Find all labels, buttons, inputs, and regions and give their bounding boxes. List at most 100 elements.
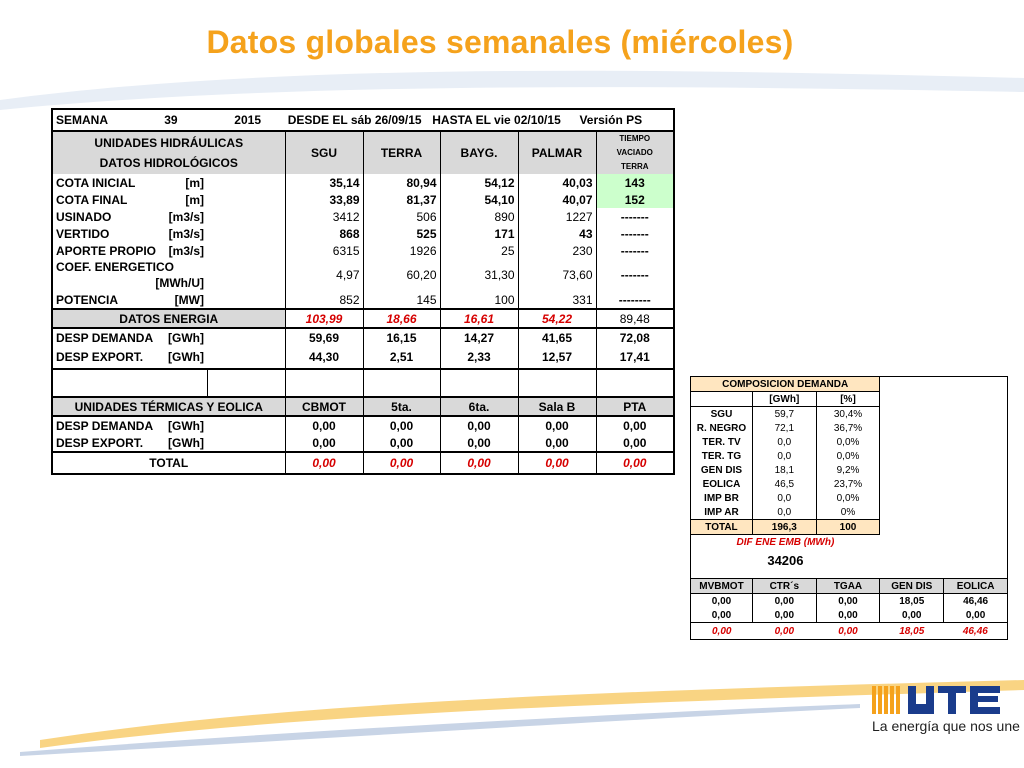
row-label: COTA INICIAL — [56, 175, 136, 190]
cell-value: 80,94 — [362, 174, 440, 191]
comp-gwh: 72,1 — [752, 421, 817, 435]
cell-value: 17,41 — [595, 346, 675, 369]
cell-value: 3412 — [284, 208, 363, 225]
comp-label: GEN DIS — [690, 463, 753, 477]
gwh-header: [GWh] — [751, 391, 817, 407]
cell-value: 60,20 — [362, 259, 440, 291]
cell-value: ------- — [595, 242, 675, 259]
total-value: 0,00 — [595, 452, 675, 474]
cell-value: 25 — [439, 242, 518, 259]
cell-value: ------- — [595, 208, 675, 225]
cell-value: 143 — [595, 174, 675, 191]
cell-value: 14,27 — [439, 328, 518, 346]
cell-value: 2,33 — [439, 346, 518, 369]
col-sgu: SGU — [284, 131, 363, 174]
col-pta: PTA — [595, 397, 675, 416]
total-value: 0,00 — [284, 452, 363, 474]
cell-value: 0,00 — [595, 434, 675, 452]
energy-value: 54,22 — [517, 309, 596, 328]
hydro-row: USINADO [m3/s] 3412 506 890 1227 ------- — [52, 208, 675, 225]
thermal-row: DESP EXPORT. [GWh] 0,00 0,00 0,00 0,00 0,00 — [52, 434, 675, 452]
row-unit: [m] — [185, 192, 204, 207]
cell-value: 0,00 — [439, 434, 518, 452]
cell-value: 0,00 — [815, 608, 880, 623]
col-bayg: BAYG. — [439, 131, 518, 174]
row-label: DESP EXPORT. — [56, 435, 144, 450]
cell-value: 54,12 — [439, 174, 518, 191]
bottom-total-value: 18,05 — [899, 625, 925, 637]
col-cbmot: CBMOT — [284, 397, 363, 416]
row-label: COTA FINAL — [56, 192, 128, 207]
energy-value: 103,99 — [284, 309, 363, 328]
cell-value: 331 — [517, 291, 596, 309]
cell-value: ------- — [595, 225, 675, 242]
cell-value: 0,00 — [711, 609, 732, 621]
cell-value: 0,00 — [879, 608, 944, 623]
cell-value: 35,14 — [284, 174, 363, 191]
col-tiempo-vaciado: TIEMPO VACIADO TERRA — [595, 131, 675, 174]
col-eolica: EOLICA — [943, 578, 1008, 594]
cell-value: 152 — [595, 191, 675, 208]
row-unit: [GWh] — [168, 435, 204, 450]
thermal-heading: UNIDADES TÉRMICAS Y EOLICA — [74, 399, 263, 414]
comp-row: EOLICA 46,5 23,7% — [690, 477, 1008, 491]
comp-gwh: 0,0 — [752, 435, 817, 449]
year: 2015 — [234, 113, 261, 127]
comp-gwh: 0,0 — [752, 491, 817, 505]
weekly-hydro-table: SEMANA 39 2015 DESDE EL sáb 26/09/15 HAS… — [51, 108, 676, 475]
comp-row: TER. TG 0,0 0,0% — [690, 449, 1008, 463]
energy-value: 16,61 — [439, 309, 518, 328]
row-label: DESP DEMANDA — [56, 418, 154, 433]
comp-pct: 0,0% — [816, 449, 881, 463]
bottom-total-row: 0,00 0,00 0,00 18,05 46,46 — [690, 622, 1008, 640]
spacer-row — [52, 369, 675, 397]
col-5ta: 5ta. — [362, 397, 440, 416]
col-palmar: PALMAR — [517, 131, 596, 174]
cell-value: 525 — [362, 225, 440, 242]
hydro-row: APORTE PROPIO [m3/s] 6315 1926 25 230 ------- — [52, 242, 675, 259]
comp-pct: 36,7% — [816, 421, 881, 435]
comp-label: TER. TG — [690, 449, 753, 463]
comp-pct: 0,0% — [816, 491, 881, 505]
energy-value: 18,66 — [362, 309, 440, 328]
row-label: VERTIDO — [56, 226, 110, 241]
total-label: TOTAL — [149, 456, 189, 470]
comp-pct: 0,0% — [816, 435, 881, 449]
col-mvbmot: MVBMOT — [699, 580, 744, 592]
page-title: Datos globales semanales (miércoles) — [206, 24, 794, 60]
comp-total-row: TOTAL 196,3 100 — [690, 519, 1008, 535]
ute-logo — [872, 686, 1000, 714]
cell-value: 12,57 — [517, 346, 596, 369]
comp-row: SGU 59,7 30,4% — [690, 406, 1008, 421]
cell-value: 40,07 — [517, 191, 596, 208]
cell-value: 43 — [517, 225, 596, 242]
energy-value: 89,48 — [595, 309, 675, 328]
cell-value: 81,37 — [362, 191, 440, 208]
cell-value: 54,10 — [439, 191, 518, 208]
pct-header: [%] — [815, 391, 881, 407]
cell-value: 33,89 — [284, 191, 363, 208]
bottom-header-row: MVBMOT CTR´s TGAA GEN DIS EOLICA — [690, 578, 1008, 594]
logo-tagline: La energía que nos une — [872, 718, 1020, 734]
row-unit: [m3/s] — [168, 243, 204, 258]
thermal-heading-row: UNIDADES TÉRMICAS Y EOLICA CBMOT 5ta. 6t… — [52, 397, 675, 416]
hydro-heading-row: UNIDADES HIDRÁULICAS DATOS HIDROLÓGICOS … — [52, 131, 675, 174]
cell-value: 0,00 — [517, 434, 596, 452]
cell-value: 0,00 — [595, 416, 675, 434]
col-ctrs: CTR´s — [751, 578, 817, 594]
comp-total-pct: 100 — [815, 519, 881, 535]
cell-value: 41,65 — [517, 328, 596, 346]
row-label-cell: COEF. ENERGETICO [MWh/U] — [52, 259, 207, 291]
date-from: DESDE EL sáb 26/09/15 — [287, 113, 422, 127]
cell-value: 852 — [284, 291, 363, 309]
col-terra: TERRA — [362, 131, 440, 174]
row-unit: [MW] — [174, 292, 204, 307]
comp-pct: 9,2% — [816, 463, 881, 477]
row-label: APORTE PROPIO — [56, 243, 157, 258]
semana-label: SEMANA — [56, 113, 108, 127]
cell-value: 0,00 — [751, 593, 817, 608]
comp-total-gwh: 196,3 — [751, 519, 817, 535]
cell-value: 31,30 — [439, 259, 518, 291]
version-label: Versión PS — [579, 113, 643, 127]
